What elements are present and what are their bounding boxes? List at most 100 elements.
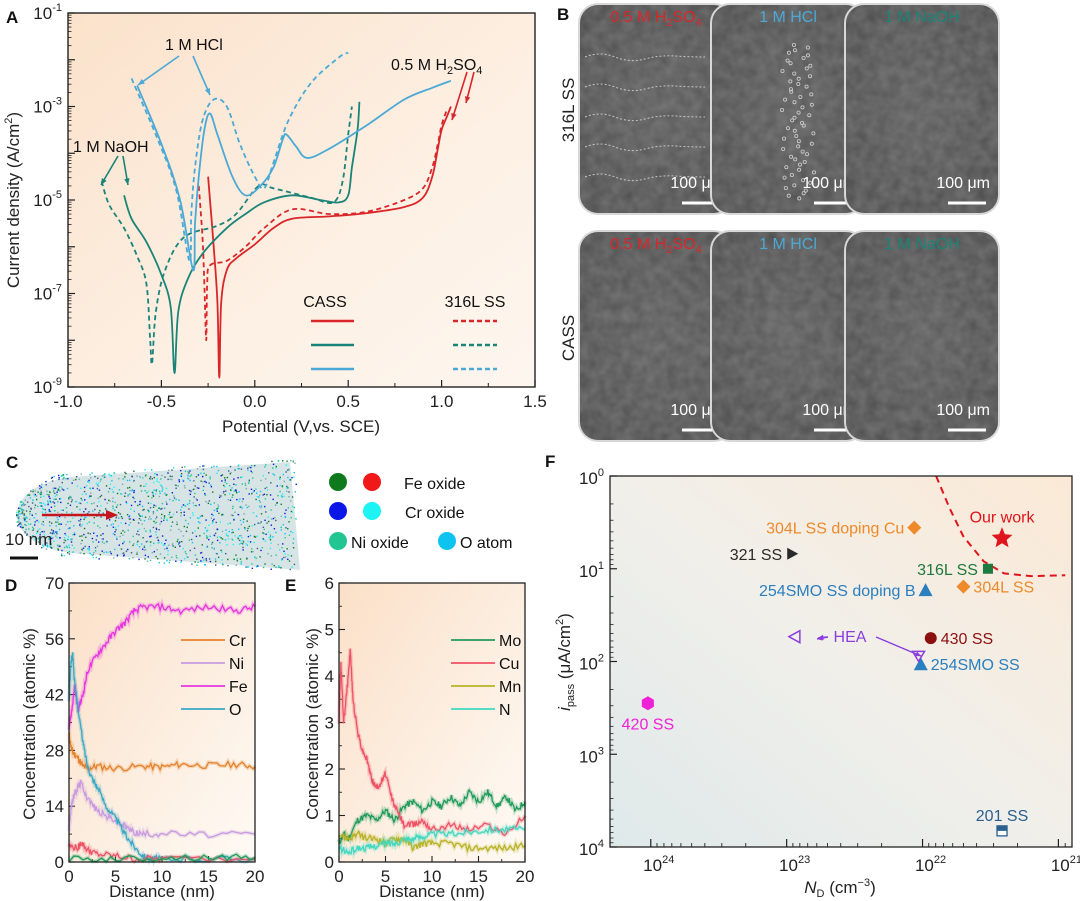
atom xyxy=(285,509,287,511)
atom xyxy=(250,470,252,472)
atom xyxy=(261,547,264,549)
atom xyxy=(232,494,234,496)
atom xyxy=(233,519,235,521)
atom xyxy=(258,500,261,502)
atom xyxy=(160,520,163,523)
atom xyxy=(183,514,185,516)
atom xyxy=(60,523,62,525)
atom xyxy=(192,480,195,482)
atom xyxy=(24,499,27,501)
atom xyxy=(119,503,122,506)
y-tick-label-e: 6 xyxy=(325,574,334,593)
atom xyxy=(217,506,220,508)
atom xyxy=(67,536,70,538)
atom xyxy=(262,537,264,540)
series-line-cass-1-m-naoh xyxy=(123,101,361,374)
atom xyxy=(238,467,240,470)
atom xyxy=(64,532,66,535)
atom xyxy=(67,528,69,530)
atom xyxy=(242,540,244,542)
point-label: 201 SS xyxy=(976,808,1028,825)
arrow-naoh-cass-head-icon xyxy=(124,178,130,185)
atom xyxy=(209,476,211,478)
atom xyxy=(197,487,200,489)
atom xyxy=(217,469,220,472)
sem-texture xyxy=(580,5,732,213)
point-label: 304L SS xyxy=(973,580,1034,597)
y-tick-label-e: 2 xyxy=(325,760,334,779)
atom xyxy=(286,485,288,488)
atom xyxy=(283,495,285,498)
atom xyxy=(284,553,286,555)
atom xyxy=(178,499,180,501)
atom xyxy=(236,491,238,494)
atom xyxy=(56,532,58,535)
hexagon-marker-icon xyxy=(641,696,654,711)
curves-e xyxy=(337,648,527,860)
x-tick-label-d: 15 xyxy=(199,867,218,886)
square-marker-icon xyxy=(982,563,993,574)
point-label: 420 SS xyxy=(622,716,674,733)
atom xyxy=(45,517,47,519)
y-tick-label-a: 10-3 xyxy=(33,96,62,117)
atom xyxy=(158,507,160,510)
atom xyxy=(275,519,277,522)
atom xyxy=(182,504,185,506)
legend-label-ni-d: Ni xyxy=(229,656,244,673)
atom xyxy=(237,513,239,516)
atom xyxy=(40,496,42,498)
atom xyxy=(48,509,50,511)
atom xyxy=(86,501,89,504)
atom xyxy=(171,543,174,545)
atom xyxy=(192,514,194,516)
atom xyxy=(184,551,186,553)
point-316l-ss: 316L SS xyxy=(917,562,993,579)
legend-label-cu-e: Cu xyxy=(499,656,519,673)
atom xyxy=(197,517,199,519)
atom xyxy=(203,532,205,535)
series-line-unlabeled-green-d xyxy=(68,853,256,863)
atom xyxy=(63,476,65,478)
atom xyxy=(65,477,67,480)
atom xyxy=(67,497,70,499)
atom xyxy=(39,540,41,542)
atom xyxy=(164,492,166,495)
atom xyxy=(169,478,172,480)
atom xyxy=(37,491,39,493)
atom xyxy=(225,529,227,531)
atom xyxy=(129,493,131,495)
atom xyxy=(241,536,243,539)
atom xyxy=(128,479,131,482)
atom xyxy=(23,513,25,515)
atom xyxy=(115,529,117,531)
atom xyxy=(169,498,171,501)
atom xyxy=(133,489,135,492)
atom xyxy=(277,565,280,567)
atom xyxy=(295,518,297,520)
atom xyxy=(230,471,232,474)
atom xyxy=(238,464,240,466)
legend-header-cass: CASS xyxy=(303,294,347,311)
atom xyxy=(19,507,22,510)
pit xyxy=(796,110,801,115)
atom xyxy=(189,479,191,482)
atom xyxy=(157,542,159,544)
atom xyxy=(197,561,199,563)
atom xyxy=(242,546,244,549)
atom xyxy=(138,528,141,531)
atom xyxy=(270,555,273,557)
atom xyxy=(149,544,152,547)
atom xyxy=(208,482,210,484)
curves-a xyxy=(100,51,452,379)
atom xyxy=(144,554,147,557)
atom xyxy=(148,510,151,512)
atom xyxy=(116,504,119,506)
atom xyxy=(137,540,139,543)
atom xyxy=(90,477,92,479)
atom xyxy=(290,459,292,462)
atom xyxy=(290,500,292,502)
atom xyxy=(216,472,218,474)
atom xyxy=(72,551,74,553)
atom xyxy=(149,529,151,531)
atom xyxy=(139,476,141,478)
